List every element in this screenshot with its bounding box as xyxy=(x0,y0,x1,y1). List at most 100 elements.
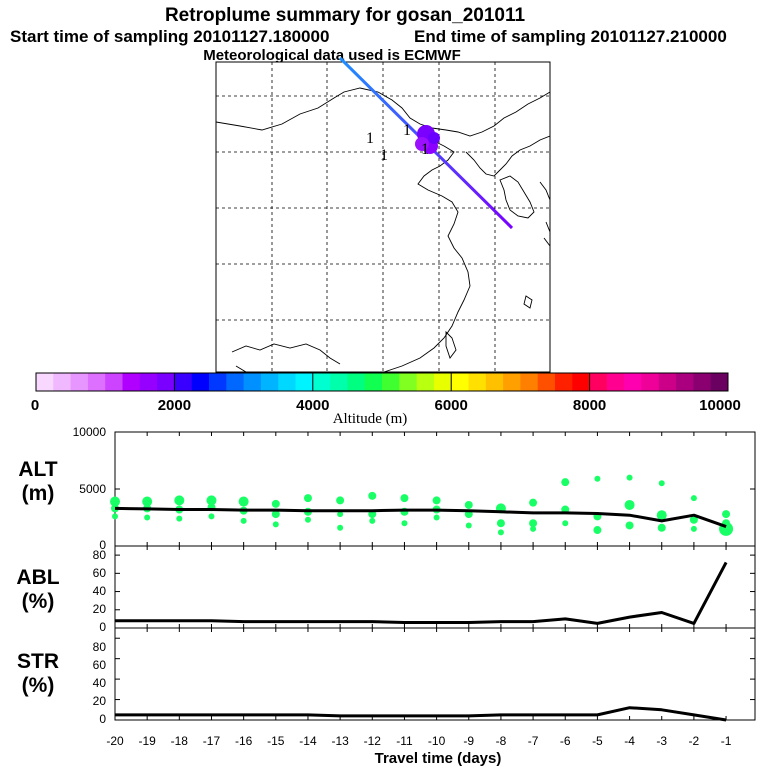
colorbar-cell xyxy=(572,373,590,391)
colorbar-cell xyxy=(105,373,123,391)
alt-point xyxy=(529,519,538,528)
map-marker-3: 1 xyxy=(403,122,411,139)
x-tick-label: -14 xyxy=(299,734,317,748)
colorbar-cell xyxy=(710,373,729,391)
trajectory-map: 1 1 1 1 xyxy=(215,56,551,373)
alt-point xyxy=(400,494,409,503)
alt-point xyxy=(624,499,635,510)
alt-point xyxy=(336,496,345,505)
altitude-colorbar: 0 2000 4000 6000 8000 10000 Altitude (m) xyxy=(31,372,741,427)
alt-ytick-10000: 10000 xyxy=(73,425,107,439)
abl-panel-frame xyxy=(114,545,756,629)
colorbar-cell xyxy=(606,373,625,391)
abl-ytick-60: 60 xyxy=(93,566,107,580)
colorbar-cell xyxy=(209,373,227,391)
x-tick-label: -3 xyxy=(656,734,667,748)
colorbar-cell xyxy=(485,373,504,391)
alt-point xyxy=(176,515,183,522)
colorbar-cell xyxy=(139,373,158,391)
colorbar-cell xyxy=(226,373,244,391)
colorbar-cell xyxy=(433,373,452,391)
alt-point xyxy=(337,511,344,518)
alt-panel: ALT (m) 10000 5000 0 xyxy=(18,425,756,552)
abl-ylabel-bottom: (%) xyxy=(22,590,55,613)
str-panel-frame xyxy=(114,627,756,721)
end-time-label: End time of sampling 20101127.210000 xyxy=(414,27,727,46)
colorbar-tick-6000: 6000 xyxy=(435,397,468,414)
abl-panel: ABL (%) 80 60 40 20 0 xyxy=(16,545,756,634)
figure-title: Retroplume summary for gosan_201011 xyxy=(165,5,526,26)
x-tick-label: -10 xyxy=(428,734,446,748)
alt-point xyxy=(497,529,504,536)
alt-point xyxy=(690,525,697,532)
alt-point xyxy=(722,510,731,519)
x-tick-label: -9 xyxy=(463,734,474,748)
str-series-line xyxy=(115,706,727,722)
x-tick-label: -11 xyxy=(396,734,413,748)
met-data-label: Meteorological data used is ECMWF xyxy=(203,47,461,64)
colorbar-cell xyxy=(312,373,331,391)
x-tick-label: -5 xyxy=(592,734,603,748)
colorbar-cell xyxy=(347,373,366,391)
colorbar-cell xyxy=(693,373,712,391)
colorbar-cell xyxy=(520,373,539,391)
alt-ytick-0: 0 xyxy=(99,538,106,552)
alt-point xyxy=(562,520,569,527)
alt-point xyxy=(369,517,376,524)
start-time-label: Start time of sampling 20101127.180000 xyxy=(10,27,329,46)
colorbar-cell xyxy=(157,373,175,391)
str-ytick-40: 40 xyxy=(93,676,107,690)
alt-point xyxy=(657,523,666,532)
colorbar-tick-0: 0 xyxy=(31,397,39,414)
x-tick-label: -6 xyxy=(560,734,571,748)
alt-point xyxy=(110,496,120,507)
colorbar-tick-2000: 2000 xyxy=(158,397,191,414)
colorbar-tick-10000: 10000 xyxy=(699,397,741,414)
alt-point xyxy=(144,514,151,521)
x-tick-label: -15 xyxy=(267,734,285,748)
colorbar-cell xyxy=(468,373,487,391)
abl-ytick-40: 40 xyxy=(93,584,107,598)
colorbar-cell xyxy=(676,373,694,391)
alt-point xyxy=(142,496,153,507)
colorbar-cell xyxy=(416,373,435,391)
str-ytick-0: 0 xyxy=(99,712,106,726)
colorbar-cell xyxy=(122,373,141,391)
alt-point xyxy=(174,495,185,506)
coastlines xyxy=(216,87,550,372)
x-tick-label: -17 xyxy=(203,734,221,748)
colorbar-cell xyxy=(330,373,348,391)
x-tick-label: -16 xyxy=(235,734,253,748)
alt-ytick-5000: 5000 xyxy=(79,482,106,496)
alt-point xyxy=(240,517,247,524)
x-tick-label: -13 xyxy=(331,734,349,748)
alt-point xyxy=(271,510,280,519)
x-tick-label: -7 xyxy=(528,734,539,748)
colorbar-cell xyxy=(537,373,556,391)
colorbar-axis-label: Altitude (m) xyxy=(333,411,408,427)
alt-point xyxy=(529,498,538,507)
alt-series-line xyxy=(114,506,727,529)
alt-point xyxy=(656,510,667,521)
alt-point xyxy=(337,524,344,531)
colorbar-tick-8000: 8000 xyxy=(573,397,606,414)
alt-point xyxy=(690,495,697,502)
abl-ytick-0: 0 xyxy=(99,620,106,634)
alt-point xyxy=(496,519,505,528)
str-ytick-60: 60 xyxy=(93,658,107,672)
x-tick-label: -2 xyxy=(689,734,700,748)
alt-point xyxy=(432,496,441,505)
alt-point xyxy=(464,500,473,509)
abl-ylabel-top: ABL xyxy=(16,566,59,589)
alt-ylabel-bottom: (m) xyxy=(22,482,55,505)
colorbar-cell xyxy=(70,373,89,391)
colorbar-cell xyxy=(36,373,54,391)
colorbar-cell xyxy=(278,373,296,391)
colorbar-dividers xyxy=(173,373,591,391)
colorbar-cell xyxy=(589,373,608,391)
x-tick-label: -8 xyxy=(496,734,507,748)
alt-point xyxy=(689,515,698,524)
colorbar-cell xyxy=(399,373,417,391)
alt-point xyxy=(465,522,472,529)
